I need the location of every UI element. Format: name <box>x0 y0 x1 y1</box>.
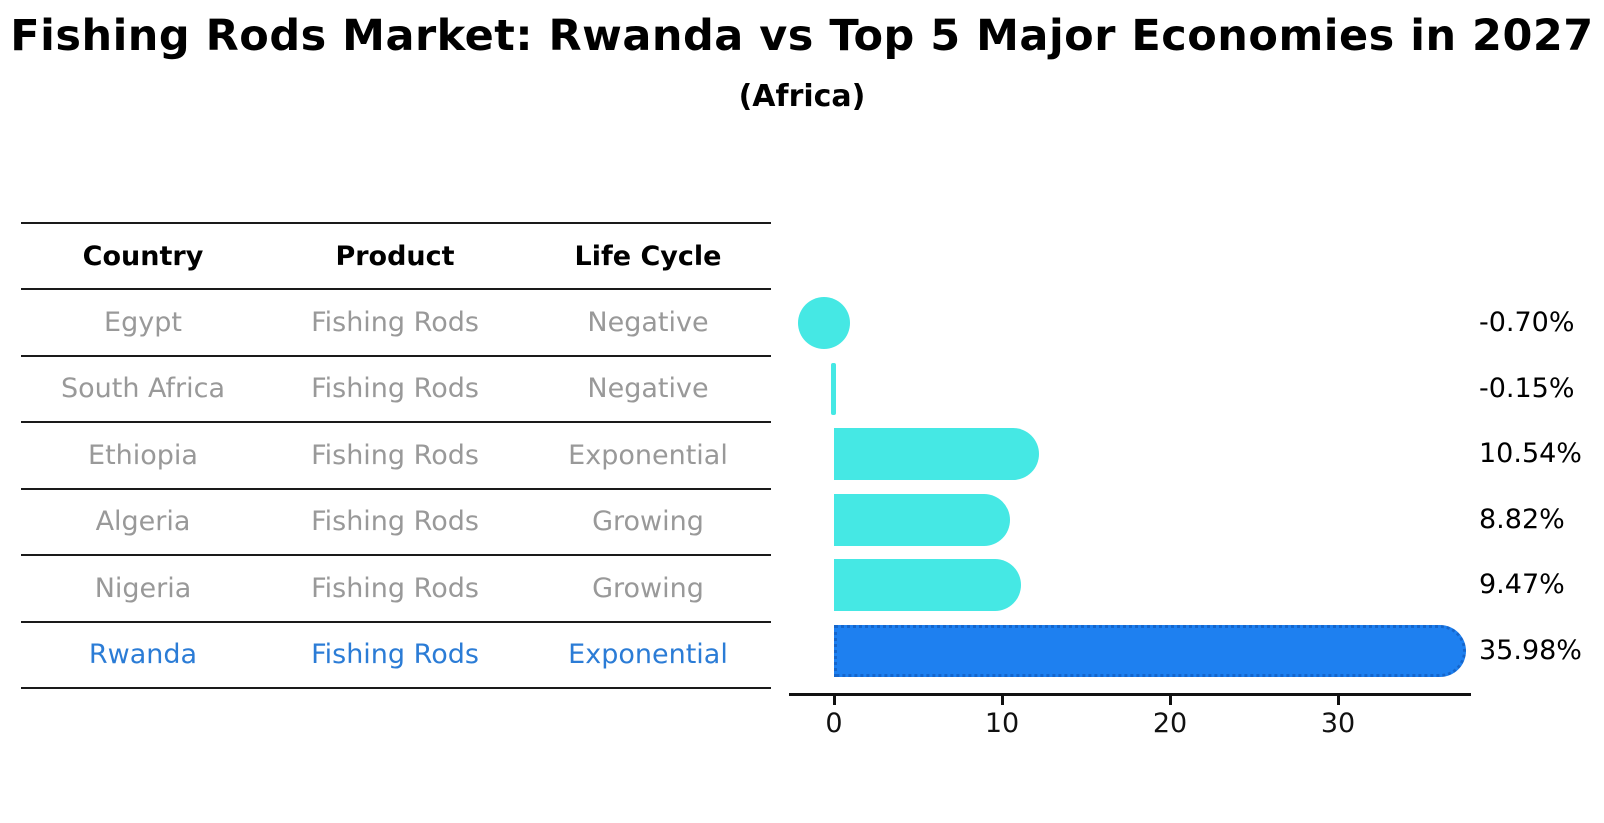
table-header-life-cycle: Life Cycle <box>574 240 722 272</box>
x-tick-mark-30 <box>1336 696 1340 705</box>
table-header-row: Country Product Life Cycle <box>21 224 771 290</box>
bar-algeria <box>834 493 1011 546</box>
table-body: Egypt Fishing Rods Negative South Africa Fis… <box>21 290 771 687</box>
cell-product-rwanda: Fishing Rods <box>311 639 479 671</box>
cell-country-algeria: Algeria <box>95 506 191 538</box>
value-label-south-africa: -0.15% <box>1479 372 1575 404</box>
bar-south-africa <box>831 362 836 415</box>
bar-nigeria <box>834 559 1022 612</box>
value-label-algeria: 8.82% <box>1479 503 1565 535</box>
x-tick-mark-0 <box>832 696 836 705</box>
table-row-nigeria: Nigeria Fishing Rods Growing <box>21 556 771 623</box>
table-row-egypt: Egypt Fishing Rods Negative <box>21 290 771 357</box>
cell-product-ethiopia: Fishing Rods <box>311 439 479 471</box>
cell-product-nigeria: Fishing Rods <box>311 572 479 604</box>
cell-product-algeria: Fishing Rods <box>311 506 479 538</box>
x-tick-label-30: 30 <box>1320 708 1356 739</box>
cell-country-rwanda: Rwanda <box>88 639 198 671</box>
value-label-nigeria: 9.47% <box>1479 569 1565 601</box>
table-row-south-africa: South Africa Fishing Rods Negative <box>21 357 771 423</box>
value-label-rwanda: 35.98% <box>1479 635 1582 666</box>
chart-title: Fishing Rods Market: Rwanda vs Top 5 Maj… <box>10 11 1594 61</box>
x-axis-line <box>789 693 1471 696</box>
x-tick-label-0: 0 <box>825 708 843 739</box>
cell-life-cycle-ethiopia: Exponential <box>568 439 728 471</box>
value-label-egypt: -0.70% <box>1479 307 1575 338</box>
cell-life-cycle-nigeria: Growing <box>592 572 704 604</box>
cell-country-ethiopia: Ethiopia <box>88 439 198 471</box>
cell-product-south-africa: Fishing Rods <box>311 373 479 405</box>
table-header-country: Country <box>82 240 204 272</box>
bar-egypt <box>798 297 850 349</box>
cell-country-nigeria: Nigeria <box>94 572 192 604</box>
table-row-ethiopia: Ethiopia Fishing Rods Exponential <box>21 423 771 490</box>
table-header-product: Product <box>335 240 455 272</box>
x-tick-mark-10 <box>1000 696 1004 705</box>
bar-rwanda <box>834 625 1467 677</box>
cell-life-cycle-south-africa: Negative <box>587 373 709 405</box>
x-tick-mark-20 <box>1168 696 1172 705</box>
country-table: Country Product Life Cycle Egypt Fishing … <box>21 222 771 689</box>
x-tick-label-10: 10 <box>984 708 1020 739</box>
bar-ethiopia <box>834 428 1040 481</box>
cell-product-egypt: Fishing Rods <box>311 306 479 338</box>
cell-life-cycle-rwanda: Exponential <box>568 639 728 671</box>
cell-country-egypt: Egypt <box>104 306 182 338</box>
chart-subtitle: (Africa) <box>738 79 866 114</box>
cell-life-cycle-egypt: Negative <box>587 306 709 338</box>
cell-life-cycle-algeria: Growing <box>592 506 704 538</box>
table-row-algeria: Algeria Fishing Rods Growing <box>21 490 771 556</box>
value-label-ethiopia: 10.54% <box>1479 438 1582 470</box>
table-row-rwanda: Rwanda Fishing Rods Exponential <box>21 623 771 688</box>
x-tick-label-20: 20 <box>1152 708 1188 739</box>
cell-country-south-africa: South Africa <box>60 373 226 405</box>
